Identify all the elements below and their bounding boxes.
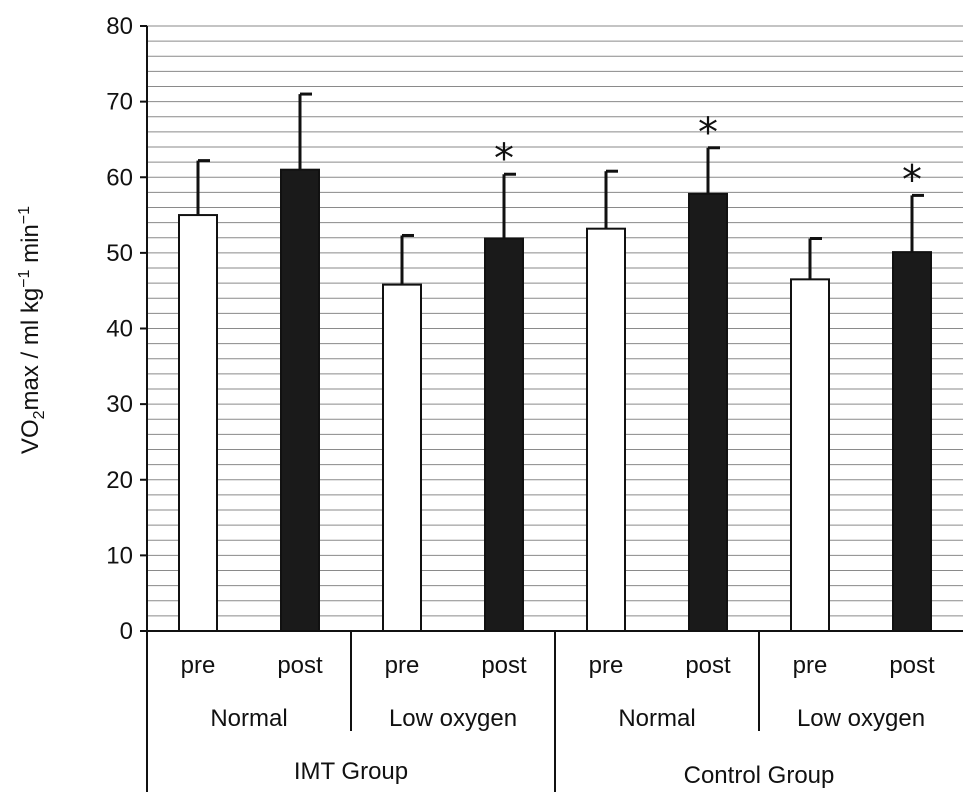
y-tick-label: 0 — [120, 618, 133, 645]
significance-star: * — [494, 136, 514, 182]
y-axis-title-sup1: −1 — [16, 269, 33, 287]
bar-category-label: post — [481, 652, 527, 679]
condition-label: Normal — [618, 705, 695, 732]
y-tick-label: 30 — [106, 391, 133, 418]
bar — [484, 237, 524, 632]
y-tick-label: 40 — [106, 316, 133, 343]
y-axis-title-subscript: 2 — [31, 410, 48, 419]
bar-category-label: post — [685, 652, 731, 679]
bar — [382, 283, 422, 632]
y-tick-label: 10 — [106, 542, 133, 569]
condition-label: Low oxygen — [797, 705, 925, 732]
bar — [688, 192, 728, 632]
condition-label: Low oxygen — [389, 705, 517, 732]
y-tick-label: 50 — [106, 240, 133, 267]
bar-category-label: post — [889, 652, 935, 679]
group-label: Control Group — [684, 762, 835, 789]
bar — [178, 214, 218, 632]
y-axis-title-middle: max / ml kg — [17, 288, 44, 411]
y-tick-label: 70 — [106, 89, 133, 116]
axes: 0 10 20 30 40 50 60 70 80 — [106, 13, 963, 792]
bar-category-label: pre — [385, 652, 420, 679]
y-axis-title: VO2max / ml kg−1 min−1 — [16, 206, 48, 454]
bar-category-label: pre — [793, 652, 828, 679]
group-label: IMT Group — [294, 758, 408, 785]
bar — [280, 168, 320, 632]
bar-category-label: pre — [589, 652, 624, 679]
y-axis-title-prefix: VO — [17, 419, 44, 454]
bar-category-label: post — [277, 652, 323, 679]
bar — [586, 227, 626, 633]
category-labels: pre post Normal pre post Low oxygen IMT Group p… — [181, 652, 935, 789]
y-axis-title-mid2: min — [17, 224, 44, 269]
bar-category-label: pre — [181, 652, 216, 679]
y-tick-label: 80 — [106, 13, 133, 40]
bar — [790, 278, 830, 632]
significance-star: * — [902, 157, 922, 203]
bar — [892, 251, 932, 632]
grid-lines — [147, 25, 963, 617]
y-tick-label: 20 — [106, 467, 133, 494]
bars: * * * — [178, 92, 932, 633]
y-axis-title-sup2: −1 — [16, 206, 33, 224]
condition-label: Normal — [210, 705, 287, 732]
significance-star: * — [698, 110, 718, 156]
y-tick-label: 60 — [106, 164, 133, 191]
